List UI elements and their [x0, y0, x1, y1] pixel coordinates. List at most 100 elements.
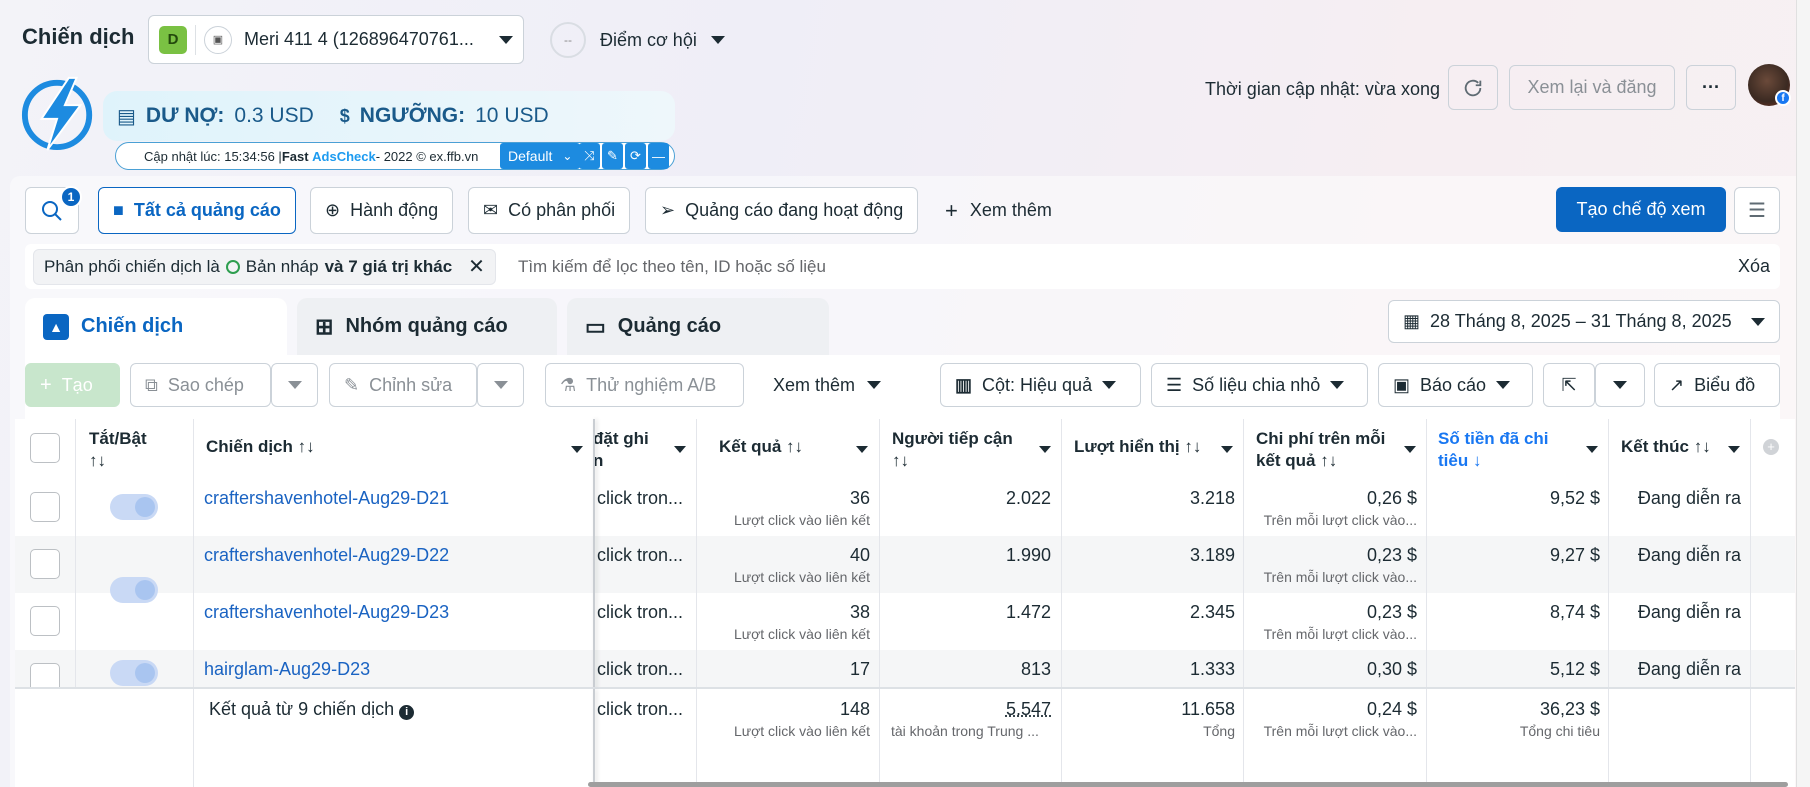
- spent-cell: 9,27 $: [1549, 545, 1600, 565]
- breakdown-button[interactable]: ☰ Số liệu chia nhỏ: [1151, 363, 1368, 407]
- attribution-header-l1: đặt ghi: [593, 429, 649, 448]
- results-sub: Lượt click vào liên kết: [733, 626, 870, 642]
- tab-campaigns[interactable]: ▲ Chiến dịch: [25, 298, 287, 355]
- results-header[interactable]: Kết quả ↑↓: [719, 437, 804, 456]
- reports-button[interactable]: ▣ Báo cáo: [1378, 363, 1533, 407]
- column-divider: [1426, 689, 1427, 787]
- column-divider: [879, 419, 880, 787]
- chevron-down-icon[interactable]: [674, 446, 686, 453]
- chevron-down-icon: [1102, 381, 1117, 389]
- tab-ads[interactable]: ▭ Quảng cáo: [567, 298, 829, 355]
- minimize-icon[interactable]: —: [648, 143, 669, 169]
- impressions-header[interactable]: Lượt hiển thị ↑↓: [1074, 437, 1202, 456]
- chevron-down-icon[interactable]: [571, 446, 583, 453]
- spent-header-l1: Số tiền đã chi: [1438, 429, 1549, 448]
- filter-active-ads[interactable]: ➢ Quảng cáo đang hoạt động: [645, 187, 919, 234]
- filter-all-ads-label: Tất cả quảng cáo: [133, 200, 281, 220]
- chevron-down-icon: [867, 381, 882, 389]
- select-all-checkbox[interactable]: [30, 433, 60, 463]
- table-row[interactable]: [15, 536, 1795, 593]
- filter-actions[interactable]: ⊕ Hành động: [310, 187, 454, 234]
- chevron-down-icon[interactable]: [1039, 446, 1051, 453]
- copy-dropdown[interactable]: [271, 363, 318, 407]
- refresh-button[interactable]: [1448, 65, 1498, 110]
- row-checkbox[interactable]: [30, 549, 60, 579]
- tab-adsets[interactable]: ⊞ Nhóm quảng cáo: [297, 298, 557, 355]
- columns-button[interactable]: ▥ Cột: Hiệu quả: [940, 363, 1141, 407]
- filter-more[interactable]: + Xem thêm: [945, 187, 1052, 234]
- shuffle-icon[interactable]: ⤨: [579, 143, 600, 169]
- campaign-toggle[interactable]: [110, 577, 158, 603]
- create-button[interactable]: + Tạo: [25, 363, 120, 407]
- view-settings-button[interactable]: ☰: [1734, 187, 1780, 234]
- chevron-down-icon[interactable]: [1586, 446, 1598, 453]
- filter-search-input[interactable]: Tìm kiếm để lọc theo tên, ID hoặc số liệ…: [517, 256, 826, 276]
- more-actions[interactable]: Xem thêm: [773, 363, 882, 407]
- campaign-name-link[interactable]: craftershavenhotel-Aug29-D21: [204, 488, 450, 508]
- column-divider: [1243, 419, 1244, 787]
- preset-select[interactable]: Default ⌄: [500, 143, 581, 169]
- export-button[interactable]: ⇱: [1543, 363, 1595, 407]
- table-row[interactable]: [15, 650, 1795, 687]
- account-selector[interactable]: D ▣ Meri 411 4 (126896470761...: [148, 15, 524, 64]
- row-checkbox[interactable]: [30, 492, 60, 522]
- clear-filters-link[interactable]: Xóa: [1737, 256, 1770, 276]
- review-publish-button[interactable]: Xem lại và đăng: [1509, 65, 1675, 110]
- campaign-header[interactable]: Chiến dịch ↑↓: [206, 437, 315, 456]
- ab-test-button[interactable]: ⚗ Thử nghiệm A/B: [545, 363, 744, 407]
- campaign-toggle[interactable]: [110, 494, 158, 520]
- attribution-header[interactable]: đặt ghi n: [593, 428, 649, 472]
- info-icon[interactable]: i: [399, 705, 415, 720]
- spent-header[interactable]: Số tiền đã chi tiêu ↓: [1438, 428, 1549, 472]
- brand-fast: Fast: [281, 148, 309, 164]
- chevron-down-icon[interactable]: [1221, 446, 1233, 453]
- edit-button[interactable]: ✎ Chỉnh sửa: [329, 363, 477, 407]
- toggle-header[interactable]: Tắt/Bật ↑↓: [89, 428, 147, 472]
- copy-button[interactable]: ⧉ Sao chép: [130, 363, 271, 407]
- column-divider: [1061, 419, 1062, 787]
- filter-chip[interactable]: Phân phối chiến dịch là Bản nháp và 7 gi…: [33, 248, 496, 285]
- close-icon[interactable]: ✕: [468, 256, 485, 278]
- export-dropdown[interactable]: [1595, 363, 1645, 407]
- edit-icon[interactable]: ✎: [602, 143, 623, 169]
- filter-delivering[interactable]: ✉ Có phân phối: [468, 187, 631, 234]
- column-divider: [75, 419, 76, 787]
- grid-icon: ⊞: [315, 313, 334, 339]
- campaign-name-link[interactable]: craftershavenhotel-Aug29-D23: [204, 602, 450, 622]
- row-checkbox[interactable]: [30, 606, 60, 636]
- ends-cell: Đang diễn ra: [1637, 659, 1741, 679]
- reach-header[interactable]: Người tiếp cận ↑↓: [892, 428, 1013, 472]
- toggle-header-label: Tắt/Bật: [89, 429, 147, 448]
- campaign-name-link[interactable]: craftershavenhotel-Aug29-D22: [204, 545, 450, 565]
- chart-button[interactable]: ↗ Biểu đồ: [1654, 363, 1780, 407]
- chevron-down-icon[interactable]: [1404, 446, 1416, 453]
- edit-dropdown[interactable]: [477, 363, 524, 407]
- reach-cell: 813: [1020, 659, 1051, 679]
- opportunity-score[interactable]: -- Điểm cơ hội: [550, 22, 725, 58]
- column-divider: [696, 419, 697, 787]
- filter-all-ads[interactable]: ■ Tất cả quảng cáo: [98, 187, 296, 234]
- create-view-button[interactable]: Tạo chế độ xem: [1556, 187, 1726, 232]
- flask-icon: ⚗: [560, 374, 577, 395]
- campaign-toggle[interactable]: [110, 660, 158, 686]
- vertical-scrollbar[interactable]: [1796, 0, 1810, 787]
- add-column-icon[interactable]: +: [1763, 439, 1779, 455]
- totals-impressions-sub: Tổng: [1203, 723, 1235, 739]
- date-range-label: 28 Tháng 8, 2025 – 31 Tháng 8, 2025: [1430, 311, 1732, 331]
- account-name: Meri 411 4 (126896470761...: [244, 29, 474, 49]
- cpr-header[interactable]: Chi phí trên mỗi kết quả ↑↓: [1256, 428, 1385, 472]
- chevron-down-icon[interactable]: [856, 446, 868, 453]
- ends-header[interactable]: Kết thúc ↑↓: [1621, 437, 1711, 456]
- folder-icon: ■: [113, 200, 124, 220]
- more-options-button[interactable]: ···: [1686, 65, 1736, 110]
- chevron-down-icon[interactable]: [1728, 446, 1740, 453]
- tab-adsets-label: Nhóm quảng cáo: [345, 315, 508, 337]
- business-icon: ▣: [204, 25, 232, 54]
- campaign-name-link[interactable]: hairglam-Aug29-D23: [204, 659, 371, 679]
- filter-actions-label: Hành động: [350, 200, 439, 220]
- horizontal-scrollbar[interactable]: [588, 782, 1788, 787]
- sync-icon[interactable]: ⟳: [625, 143, 646, 169]
- filter-more-label: Xem thêm: [969, 200, 1052, 220]
- date-range-picker[interactable]: ▦ 28 Tháng 8, 2025 – 31 Tháng 8, 2025: [1388, 300, 1780, 343]
- updated-prefix: Cập nhật lúc: 15:34:56 |: [144, 148, 282, 164]
